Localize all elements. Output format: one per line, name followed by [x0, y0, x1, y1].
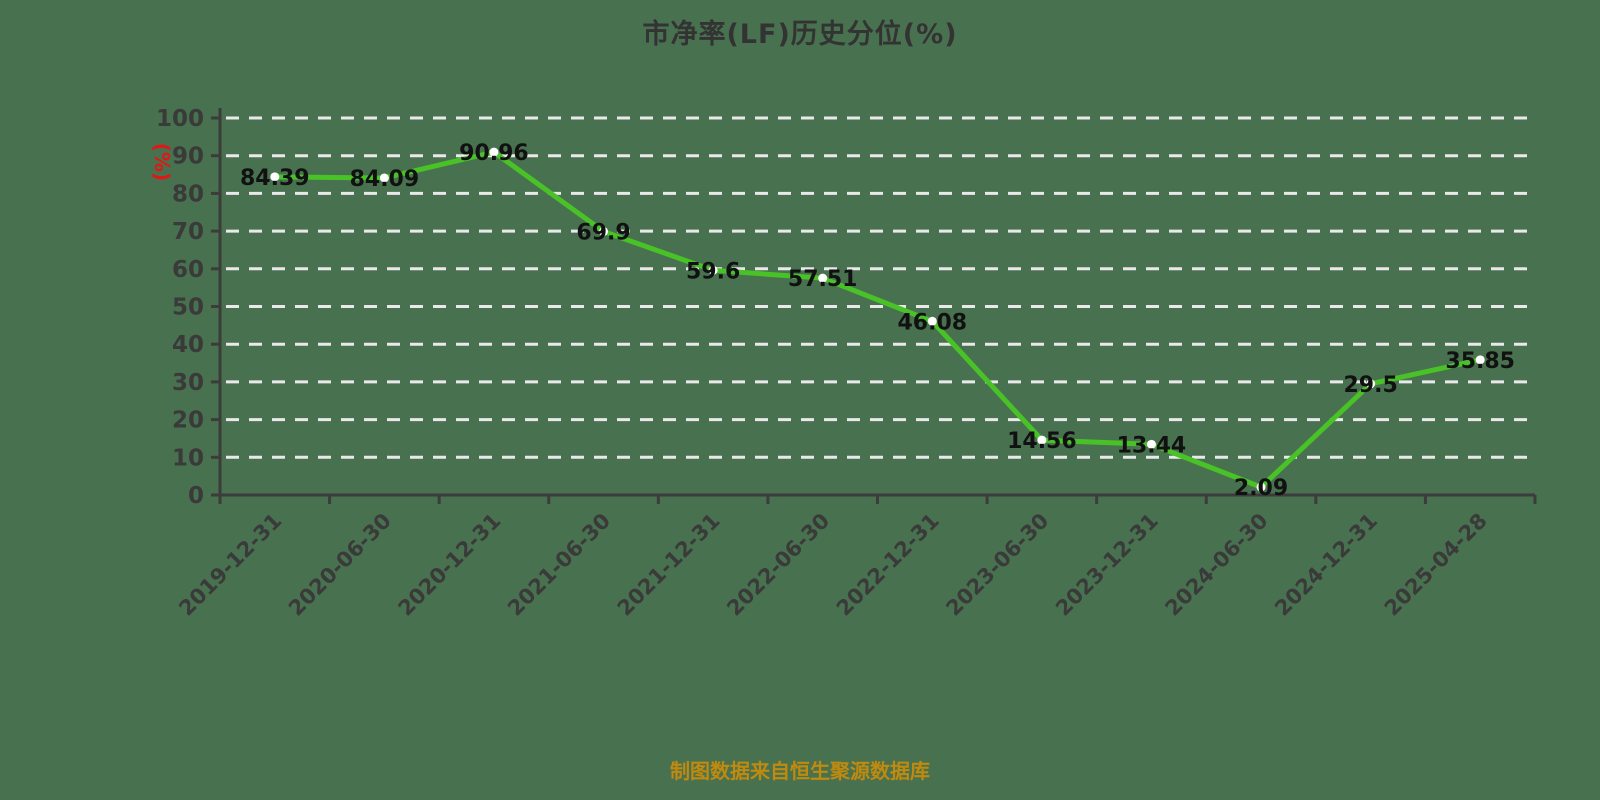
- y-tick-label: 60: [172, 257, 204, 283]
- x-tick-label: 2019-12-31: [174, 509, 286, 621]
- x-tick-label: 2023-06-30: [941, 509, 1053, 621]
- data-point: [1146, 439, 1156, 449]
- data-point: [270, 172, 280, 182]
- x-tick-label: 2024-12-31: [1270, 509, 1382, 621]
- y-tick-label: 70: [172, 219, 204, 245]
- x-tick-label: 2022-12-31: [832, 509, 944, 621]
- y-tick-label: 80: [172, 181, 204, 207]
- y-tick-label: 10: [172, 445, 204, 471]
- y-tick-label: 90: [172, 144, 204, 170]
- data-point-label: 29.5: [1343, 373, 1397, 398]
- y-axis-unit-label: (%): [150, 143, 174, 181]
- data-point-label: 84.39: [240, 166, 310, 191]
- data-point: [1256, 482, 1266, 492]
- data-point-label: 46.08: [897, 310, 967, 335]
- y-tick-label: 30: [172, 370, 204, 396]
- y-tick-label: 40: [172, 332, 204, 358]
- data-point-label: 59.6: [686, 259, 740, 284]
- series-line: [272, 149, 1483, 490]
- x-tick-label: 2021-12-31: [613, 509, 725, 621]
- data-point: [489, 147, 499, 157]
- data-point-label: 35.85: [1445, 349, 1515, 374]
- data-point: [1475, 355, 1485, 365]
- data-point: [379, 173, 389, 183]
- data-point-label: 90.96: [459, 141, 529, 166]
- data-point-label: 13.44: [1117, 433, 1187, 458]
- data-point-label: 84.09: [350, 167, 420, 192]
- data-point: [599, 226, 609, 236]
- data-point-label: 57.51: [788, 267, 858, 292]
- x-tick-label: 2022-06-30: [722, 509, 834, 621]
- data-source-caption: 制图数据来自恒生聚源数据库: [670, 759, 930, 783]
- chart-title: 市净率(LF)历史分位(%): [642, 19, 958, 50]
- x-tick-label: 2020-06-30: [284, 509, 396, 621]
- x-tick-label: 2024-06-30: [1161, 509, 1273, 621]
- x-tick-label: 2021-06-30: [503, 509, 615, 621]
- data-point: [927, 316, 937, 326]
- y-tick-label: 50: [172, 295, 204, 321]
- y-tick-label: 0: [188, 483, 204, 509]
- data-point: [708, 265, 718, 275]
- x-tick-label: 2023-12-31: [1051, 509, 1163, 621]
- y-tick-label: 100: [156, 106, 204, 132]
- x-tick-label: 2020-12-31: [394, 509, 506, 621]
- data-point-label: 69.9: [576, 220, 630, 245]
- data-point-label: 14.56: [1007, 429, 1077, 454]
- data-point: [1366, 379, 1376, 389]
- y-tick-label: 20: [172, 408, 204, 434]
- data-point: [818, 273, 828, 283]
- data-point: [1037, 435, 1047, 445]
- data-point-label: 2.09: [1234, 476, 1288, 501]
- x-tick-label: 2025-04-28: [1380, 509, 1492, 621]
